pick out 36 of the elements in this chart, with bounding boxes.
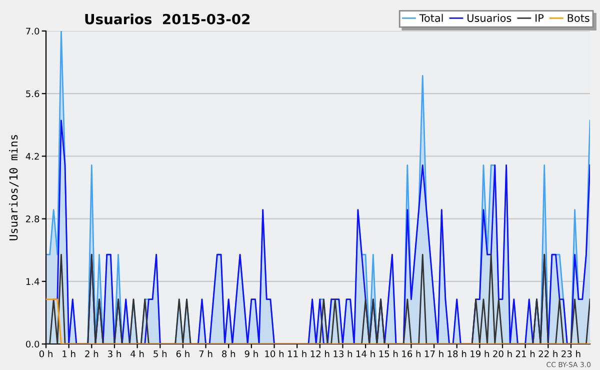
x-tick-label: 21 h [516, 350, 535, 358]
x-tick-label: 22 h [538, 350, 558, 358]
legend-label: Usuarios [468, 14, 512, 22]
x-tick-label: 0 h [39, 350, 52, 358]
x-tick-label: 17 h [424, 350, 444, 358]
x-tick-label: 20 h [493, 350, 512, 358]
x-tick-label: 12 h [310, 350, 330, 358]
x-tick-label: 18 h [448, 350, 466, 358]
x-tick-label: 16 h [402, 350, 420, 358]
x-tick-label: 13 h [334, 350, 352, 358]
x-tick-label: 3 h [108, 350, 121, 358]
chart-title: Usuarios 2015-03-02 [85, 14, 250, 24]
y-tick-label: 5.6 [26, 90, 40, 98]
x-tick-label: 4 h [130, 350, 144, 358]
y-tick-label: 4.2 [26, 152, 39, 160]
legend-label: IP [536, 14, 544, 22]
x-tick-label: 14 h [356, 350, 375, 358]
x-tick-label: 2 h [85, 350, 98, 358]
y-tick-label: 0.0 [26, 340, 40, 348]
x-tick-label: 15 h [379, 350, 398, 358]
x-tick-label: 23 h [562, 350, 580, 358]
x-tick-label: 19 h [470, 350, 489, 358]
x-tick-label: 6 h [176, 350, 190, 358]
x-tick-label: 9 h [244, 350, 258, 358]
legend-label: Bots [568, 14, 590, 22]
x-tick-label: 7 h [199, 350, 212, 358]
y-tick-label: 2.8 [26, 216, 40, 222]
x-tick-label: 8 h [222, 350, 236, 358]
y-axis-title: Usuarios/10 mins [9, 135, 19, 240]
y-tick-label: 1.4 [26, 278, 40, 285]
x-tick-label: 11 h [288, 350, 306, 358]
legend-label: Total [419, 14, 443, 22]
y-tick-label: 7.0 [26, 28, 40, 35]
x-tick-label: 10 h [265, 350, 284, 358]
x-tick-label: 1 h [62, 350, 76, 358]
x-tick-label: 5 h [154, 350, 167, 358]
